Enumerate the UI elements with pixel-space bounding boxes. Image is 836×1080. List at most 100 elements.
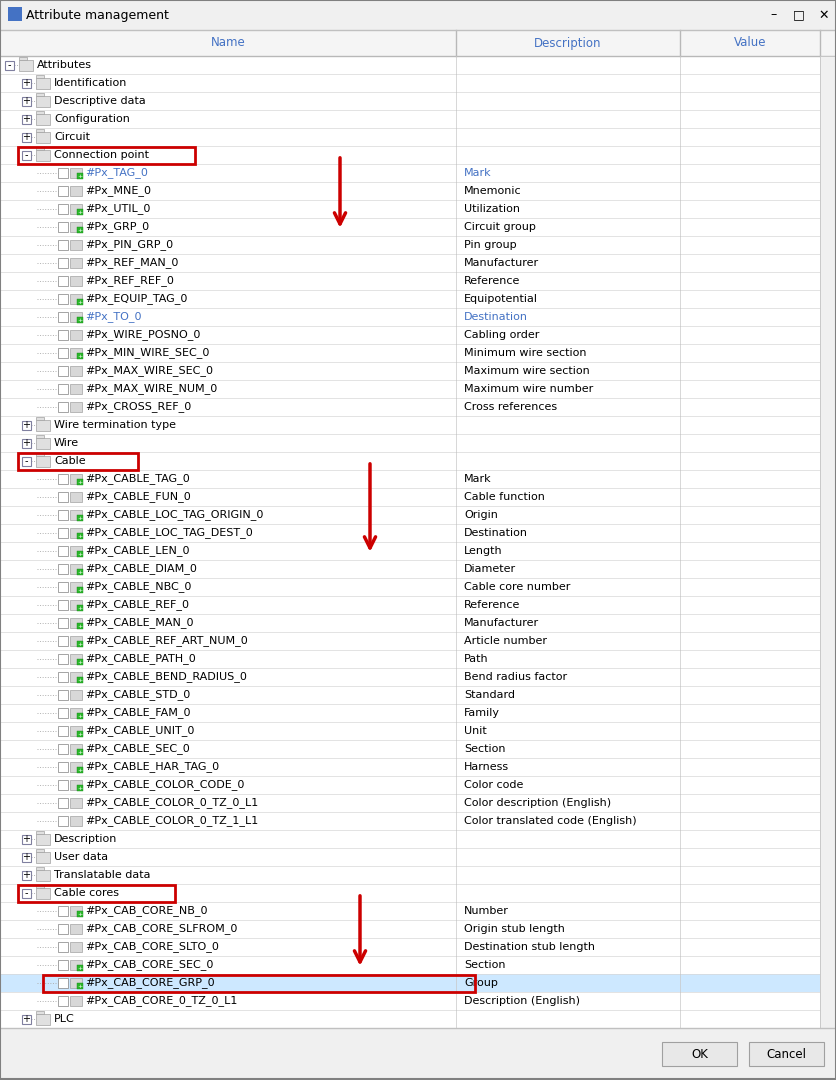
Text: Name: Name [211,37,245,50]
Text: Standard: Standard [463,690,514,700]
Text: #Px_MNE_0: #Px_MNE_0 [85,186,150,197]
Bar [70,708,82,718]
Bar [70,546,82,556]
Text: Destination: Destination [463,528,528,538]
Bar [22,438,31,447]
Bar [77,912,83,917]
Bar [77,318,83,323]
Bar [70,906,82,916]
Bar [70,366,82,376]
Bar [22,420,31,430]
Text: +: + [77,714,83,718]
Bar [22,852,31,862]
Text: Cable core number: Cable core number [463,582,569,592]
Text: Cancel: Cancel [766,1048,806,1061]
Bar [0,254,819,272]
Bar [58,168,68,178]
Text: Unit: Unit [463,726,487,735]
Bar [58,816,68,826]
Text: +: + [23,132,30,141]
Bar [0,30,836,56]
Text: Cross references: Cross references [463,402,557,411]
Text: #Px_MAX_WIRE_NUM_0: #Px_MAX_WIRE_NUM_0 [85,383,217,394]
Bar [819,56,835,1028]
Bar [70,726,82,735]
Bar [70,600,82,610]
Bar [77,588,83,593]
Text: +: + [77,228,83,232]
Bar [70,492,82,502]
Bar [0,740,819,758]
Text: #Px_CABLE_REF_ART_NUM_0: #Px_CABLE_REF_ART_NUM_0 [85,635,247,647]
Bar [58,978,68,988]
Text: Article number: Article number [463,636,547,646]
Text: #Px_CABLE_PATH_0: #Px_CABLE_PATH_0 [85,653,196,664]
Bar [0,380,819,399]
Bar [36,885,43,888]
Bar [77,299,83,305]
Bar [58,996,68,1005]
Text: +: + [77,606,83,610]
Bar [0,542,819,561]
Bar [77,534,83,539]
Bar [58,492,68,502]
Bar [70,978,82,988]
Text: Length: Length [463,546,502,556]
Bar [0,416,819,434]
Text: +: + [77,480,83,485]
Text: #Px_MIN_WIRE_SEC_0: #Px_MIN_WIRE_SEC_0 [85,348,209,359]
Bar [58,186,68,195]
Bar [58,546,68,556]
Text: Description: Description [533,37,601,50]
Bar [748,1042,823,1066]
Bar [0,956,819,974]
Text: +: + [77,677,83,683]
Bar [58,906,68,916]
Text: #Px_CROSS_REF_0: #Px_CROSS_REF_0 [85,402,191,413]
Bar [58,204,68,214]
Bar [0,578,819,596]
Bar [70,816,82,826]
Text: ✕: ✕ [818,9,828,22]
Text: #Px_CABLE_LOC_TAG_ORIGIN_0: #Px_CABLE_LOC_TAG_ORIGIN_0 [85,510,263,521]
Bar [70,276,82,286]
Text: Path: Path [463,654,488,664]
Bar [70,204,82,214]
Bar [58,798,68,808]
Text: #Px_CABLE_DIAM_0: #Px_CABLE_DIAM_0 [85,564,196,575]
Text: +: + [77,785,83,791]
Text: #Px_CAB_CORE_NB_0: #Px_CAB_CORE_NB_0 [85,905,207,917]
Bar [58,330,68,340]
Text: #Px_TAG_0: #Px_TAG_0 [85,167,148,178]
Bar [70,672,82,681]
Bar [0,272,819,291]
Bar [0,902,819,920]
Bar [58,690,68,700]
Bar [0,632,819,650]
Bar [70,312,82,322]
Bar [22,150,31,160]
Bar [5,60,14,69]
Text: Wire: Wire [54,438,79,448]
Text: Cable: Cable [54,456,85,465]
Text: #Px_REF_MAN_0: #Px_REF_MAN_0 [85,257,178,269]
Bar [58,564,68,573]
Text: +: + [77,552,83,556]
Text: +: + [77,588,83,593]
Text: +: + [77,623,83,629]
Bar [70,780,82,789]
Text: –: – [770,9,776,22]
Bar [0,326,819,345]
Text: +: + [23,1014,30,1024]
Bar [0,758,819,777]
Text: Equipotential: Equipotential [463,294,538,303]
Bar [70,798,82,808]
Bar [77,677,83,683]
Text: #Px_CABLE_HAR_TAG_0: #Px_CABLE_HAR_TAG_0 [85,761,219,772]
Bar [58,258,68,268]
Bar [36,147,43,149]
Bar [0,470,819,488]
Bar [0,723,819,740]
Text: #Px_WIRE_POSNO_0: #Px_WIRE_POSNO_0 [85,329,200,340]
Text: +: + [77,515,83,521]
